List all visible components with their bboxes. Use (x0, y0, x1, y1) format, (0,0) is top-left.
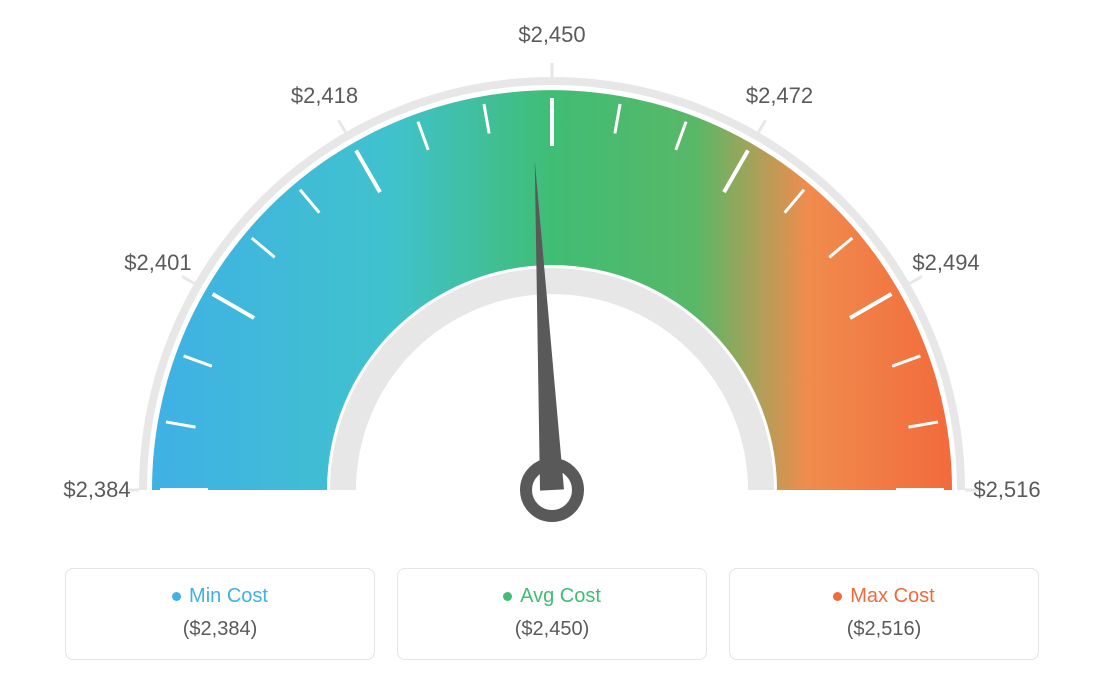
legend-value-avg: ($2,450) (408, 618, 696, 641)
legend-card-min: Min Cost ($2,384) (65, 568, 375, 660)
legend-label-max: Max Cost (850, 585, 934, 608)
legend-label-min: Min Cost (189, 585, 268, 608)
legend-dot-avg (503, 592, 512, 601)
legend-label-avg: Avg Cost (520, 585, 601, 608)
legend-card-max: Max Cost ($2,516) (729, 568, 1039, 660)
gauge-tick-label: $2,516 (973, 477, 1040, 503)
legend-row: Min Cost ($2,384) Avg Cost ($2,450) Max … (0, 568, 1104, 660)
gauge-tick-label: $2,401 (124, 250, 191, 276)
legend-title-min: Min Cost (172, 585, 268, 608)
gauge-tick-label: $2,494 (912, 250, 979, 276)
gauge-tick-label: $2,472 (746, 83, 813, 109)
legend-title-avg: Avg Cost (503, 585, 601, 608)
legend-card-avg: Avg Cost ($2,450) (397, 568, 707, 660)
gauge-chart: $2,384 $2,401 $2,418 $2,450 $2,472 $2,494 $2,5… (0, 0, 1104, 540)
legend-dot-min (172, 592, 181, 601)
gauge-tick-label: $2,450 (518, 22, 585, 48)
legend-value-min: ($2,384) (76, 618, 364, 641)
gauge-tick-label: $2,418 (291, 83, 358, 109)
legend-title-max: Max Cost (833, 585, 934, 608)
legend-value-max: ($2,516) (740, 618, 1028, 641)
gauge-tick-label: $2,384 (63, 477, 130, 503)
legend-dot-max (833, 592, 842, 601)
